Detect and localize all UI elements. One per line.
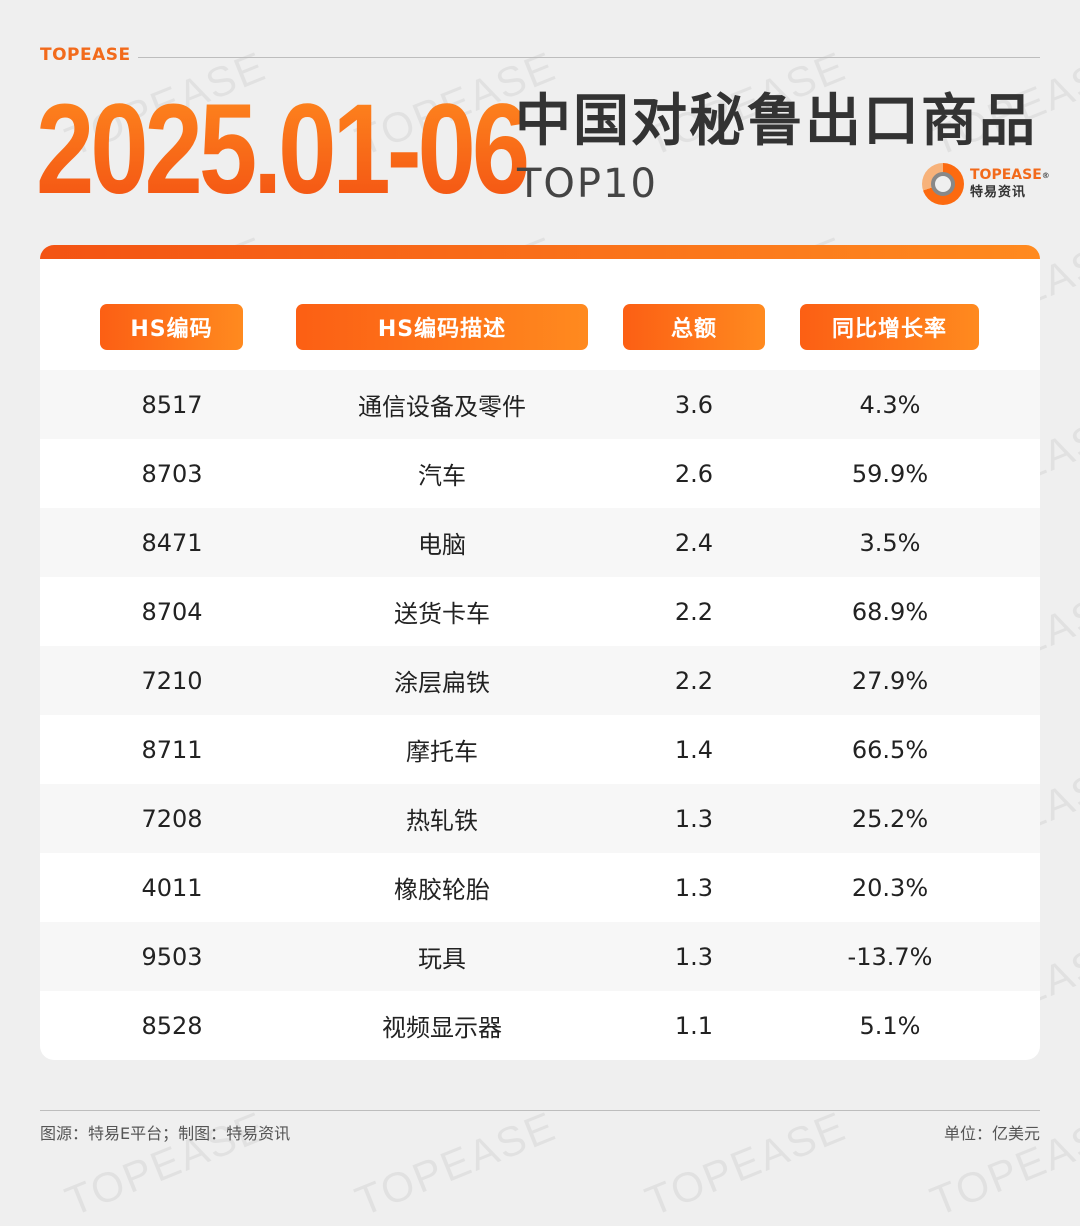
description-cell: 送货卡车 [394,600,490,628]
total-cell: 1.3 [674,942,714,971]
hs-code-cell: 8704 [141,597,203,626]
total-cell: 1.3 [674,873,714,902]
yoy-growth-cell: 68.9% [851,597,929,626]
period-title: 2025.01-06 [36,78,530,221]
yoy-growth-cell: -13.7% [847,942,933,971]
yoy-growth-cell: 5.1% [859,1011,921,1040]
column-header-hs-code: HS编码 [100,304,243,350]
footer-source: 图源：特易E平台；制图：特易资讯 [40,1124,291,1143]
table-row: 8711 摩托车 1.4 66.5% [40,715,1040,784]
yoy-growth-cell: 66.5% [851,735,929,764]
description-cell: 涂层扁铁 [394,669,490,697]
hs-code-cell: 8471 [141,528,203,557]
chart-headline: 中国对秘鲁出口商品 [515,89,1037,154]
hs-code-cell: 8703 [141,459,203,488]
yoy-growth-cell: 59.9% [851,459,929,488]
total-cell: 1.4 [674,735,714,764]
total-cell: 2.6 [674,459,714,488]
table-row: 8517 通信设备及零件 3.6 4.3% [40,370,1040,439]
brand-name: TOPEASE® [970,167,1050,183]
brand-text: TOPEASE® 特易资讯 [970,167,1050,201]
description-cell: 热轧铁 [406,807,478,835]
brand-subname: 特易资讯 [970,185,1027,200]
table-row: 8471 电脑 2.4 3.5% [40,508,1040,577]
description-cell: 视频显示器 [382,1014,502,1042]
brand-tag: TOPEASE [40,45,131,65]
card-top-stripe [40,245,1040,259]
chart-subheadline: TOP10 [517,161,658,207]
watermark-text: TOPEASE [348,1102,563,1225]
table-row: 8703 汽车 2.6 59.9% [40,439,1040,508]
total-cell: 2.4 [674,528,714,557]
description-cell: 汽车 [418,462,466,490]
total-cell: 2.2 [674,597,714,626]
description-cell: 电脑 [418,531,466,559]
topease-logo-icon [922,163,964,205]
hs-code-cell: 8517 [141,390,203,419]
top-divider [138,57,1040,58]
table-row: 9503 玩具 1.3 -13.7% [40,922,1040,991]
table-row: 7210 涂层扁铁 2.2 27.9% [40,646,1040,715]
table-row: 8528 视频显示器 1.1 5.1% [40,991,1040,1060]
watermark-text: TOPEASE [638,1102,853,1225]
table-row: 7208 热轧铁 1.3 25.2% [40,784,1040,853]
yoy-growth-cell: 20.3% [851,873,929,902]
total-cell: 3.6 [674,390,714,419]
yoy-growth-cell: 3.5% [859,528,921,557]
description-cell: 橡胶轮胎 [394,876,490,904]
description-cell: 通信设备及零件 [358,393,526,421]
table-row: 8704 送货卡车 2.2 68.9% [40,577,1040,646]
footer-divider [40,1110,1040,1111]
table-card: HS编码 HS编码描述 总额 同比增长率 8517 通信设备及零件 3.6 4.3% 8… [40,245,1040,1060]
description-cell: 摩托车 [406,738,478,766]
total-cell: 1.3 [674,804,714,833]
hs-code-cell: 9503 [141,942,203,971]
yoy-growth-cell: 25.2% [851,804,929,833]
yoy-growth-cell: 27.9% [851,666,929,695]
footer-unit: 单位：亿美元 [943,1124,1040,1143]
hs-code-cell: 8528 [141,1011,203,1040]
column-header-total: 总额 [623,304,765,350]
hs-code-cell: 4011 [141,873,203,902]
brand-logo-block: TOPEASE® 特易资讯 [922,163,1050,205]
hs-code-cell: 7208 [141,804,203,833]
total-cell: 1.1 [674,1011,714,1040]
hs-code-cell: 8711 [141,735,203,764]
column-header-yoy-growth: 同比增长率 [800,304,979,350]
total-cell: 2.2 [674,666,714,695]
description-cell: 玩具 [418,945,466,973]
column-header-description: HS编码描述 [296,304,588,350]
yoy-growth-cell: 4.3% [859,390,921,419]
hs-code-cell: 7210 [141,666,203,695]
table-row: 4011 橡胶轮胎 1.3 20.3% [40,853,1040,922]
